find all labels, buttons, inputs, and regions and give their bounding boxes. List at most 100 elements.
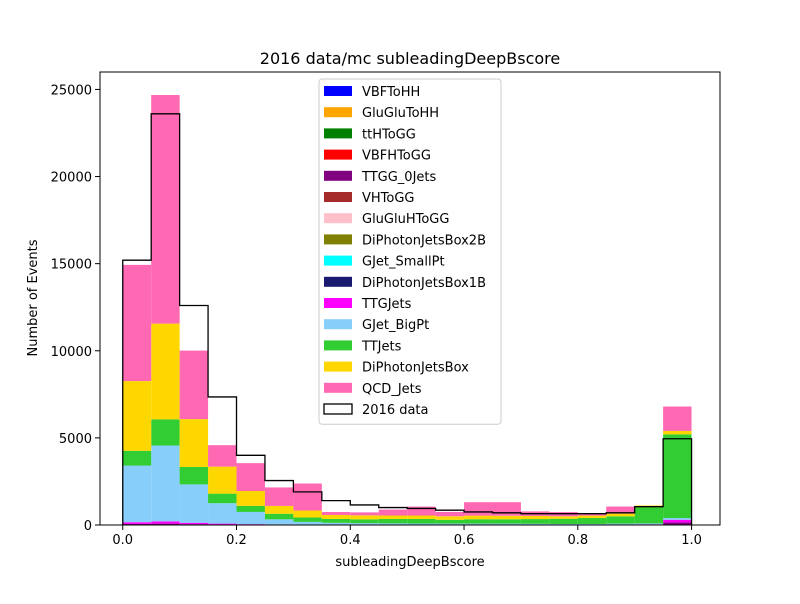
bar-ttgjets-bin-0	[123, 522, 151, 524]
legend-swatch-diphotonjetsbox1b	[324, 277, 352, 287]
bar-diphotonjetsbox-bin-6	[293, 511, 321, 518]
bar-gjet-bigpt-bin-3	[208, 503, 236, 523]
legend-swatch-tthtogg	[324, 128, 352, 138]
y-tick-label: 25000	[51, 83, 92, 98]
legend-label: VBFHToGG	[362, 149, 431, 164]
bar-ttjets-bin-17	[606, 516, 634, 523]
bar-gjet-bigpt-bin-10	[407, 524, 435, 525]
x-tick-label: 0.4	[340, 533, 361, 548]
x-tick-label: 0.6	[454, 533, 475, 548]
bar-gjet-bigpt-bin-1	[151, 446, 179, 522]
bar-diphotonjetsbox-bin-17	[606, 514, 634, 517]
bar-ttjets-bin-19	[663, 434, 691, 518]
chart-title: 2016 data/mc subleadingDeepBscore	[260, 49, 560, 68]
legend-swatch-vhtogg	[324, 192, 352, 202]
legend-label: DiPhotonJetsBox	[362, 361, 469, 376]
bar-diphotonjetsbox-bin-13	[492, 516, 520, 519]
x-tick-label: 0.8	[567, 533, 588, 548]
y-axis-label: Number of Events	[26, 239, 41, 356]
legend-label: GluGluHToGG	[362, 212, 449, 227]
y-tick-label: 0	[84, 519, 92, 534]
legend-swatch-vbfhtogg	[324, 150, 352, 160]
bar-ttjets-bin-15	[549, 519, 577, 524]
bar-ttjets-bin-10	[407, 519, 435, 524]
bar-diphotonjetsbox-bin-2	[180, 419, 208, 467]
bar-ttjets-bin-4	[237, 506, 265, 512]
legend-label: GluGluToHH	[362, 106, 439, 121]
legend-label: TTGJets	[361, 297, 412, 312]
bar-qcd-jets-bin-11	[436, 512, 464, 516]
bar-ttjets-bin-7	[322, 519, 350, 523]
bar-qcd-jets-bin-9	[379, 510, 407, 516]
legend-swatch-gjet-smallpt	[324, 256, 352, 266]
bar-diphotonjetsbox-bin-14	[521, 516, 549, 519]
x-tick-label: 0.2	[226, 533, 247, 548]
bar-diphotonjetsbox-bin-15	[549, 516, 577, 518]
bar-diphotonjetsbox-bin-12	[464, 516, 492, 520]
legend-swatch-diphotonjetsbox	[324, 362, 352, 372]
bar-gjet-bigpt-bin-9	[379, 523, 407, 524]
bar-diphotonjetsbox-bin-16	[578, 516, 606, 518]
bar-qcd-jets-bin-1	[151, 95, 179, 324]
bar-ttjets-bin-9	[379, 519, 407, 523]
bar-qcd-jets-bin-5	[265, 487, 293, 505]
bar-gjet-bigpt-bin-19	[663, 518, 691, 520]
legend: VBFToHHGluGluToHHttHToGGVBFHToGGTTGG_0Je…	[319, 79, 501, 424]
legend-swatch-vbftohh	[324, 86, 352, 96]
legend-label: QCD_Jets	[362, 382, 422, 397]
bar-diphotonjetsbox-bin-8	[350, 515, 378, 519]
bar-gjet-bigpt-bin-4	[237, 512, 265, 524]
legend-swatch-ttgjets	[324, 298, 352, 308]
bar-qcd-jets-bin-4	[237, 463, 265, 491]
legend-label: DiPhotonJetsBox2B	[362, 233, 486, 248]
legend-label: GJet_BigPt	[362, 318, 429, 333]
bar-gjet-bigpt-bin-17	[606, 524, 634, 525]
legend-swatch-ttjets	[324, 340, 352, 350]
x-axis-label: subleadingDeepBscore	[335, 555, 484, 570]
bar-diphotonjetsbox-bin-19	[663, 431, 691, 434]
bar-ttjets-bin-16	[578, 518, 606, 524]
bar-qcd-jets-bin-19	[663, 407, 691, 431]
y-tick-label: 15000	[51, 258, 92, 273]
legend-swatch-ttgg-0jets	[324, 171, 352, 181]
bar-qcd-jets-bin-0	[123, 265, 151, 381]
bar-gjet-bigpt-bin-2	[180, 484, 208, 522]
bar-ttgjets-bin-19	[663, 520, 691, 523]
legend-swatch-glugluhtogg	[324, 213, 352, 223]
legend-swatch-diphotonjetsbox2b	[324, 234, 352, 244]
bar-diphotonjetsbox-bin-7	[322, 515, 350, 519]
bar-ttjets-bin-5	[265, 514, 293, 520]
bar-gjet-bigpt-bin-7	[322, 523, 350, 525]
bar-ttjets-bin-0	[123, 451, 151, 466]
y-tick-label: 5000	[59, 432, 92, 447]
bar-ttgjets-bin-1	[151, 521, 179, 523]
bar-ttjets-bin-1	[151, 419, 179, 445]
x-tick-label: 0.0	[112, 533, 133, 548]
bar-qcd-jets-bin-6	[293, 484, 321, 511]
bar-ttjets-bin-18	[635, 507, 663, 523]
bar-qcd-jets-bin-12	[464, 502, 492, 515]
bar-gjet-bigpt-bin-6	[293, 522, 321, 525]
bar-gjet-bigpt-bin-18	[635, 523, 663, 524]
bar-ttjets-bin-2	[180, 467, 208, 484]
bar-qcd-jets-bin-3	[208, 445, 236, 466]
bar-qcd-jets-bin-8	[350, 512, 378, 515]
legend-label: ttHToGG	[362, 127, 416, 142]
bar-qcd-jets-bin-2	[180, 351, 208, 419]
legend-swatch-gjet-bigpt	[324, 319, 352, 329]
bar-ttjets-bin-11	[436, 520, 464, 524]
bar-diphotonjetsbox-bin-4	[237, 491, 265, 506]
legend-label: DiPhotonJetsBox1B	[362, 276, 486, 291]
legend-swatch-qcd-jets	[324, 383, 352, 393]
legend-swatch-data	[324, 404, 352, 414]
bar-gjet-bigpt-bin-8	[350, 523, 378, 524]
bar-ttjets-bin-14	[521, 519, 549, 524]
bar-diphotonjetsbox-bin-1	[151, 324, 179, 420]
bar-ttgjets-bin-2	[180, 523, 208, 524]
y-tick-label: 20000	[51, 171, 92, 186]
legend-label: TTJets	[361, 339, 402, 354]
bar-diphotonjetsbox-bin-11	[436, 516, 464, 519]
bar-ttgjets-bin-3	[208, 524, 236, 525]
